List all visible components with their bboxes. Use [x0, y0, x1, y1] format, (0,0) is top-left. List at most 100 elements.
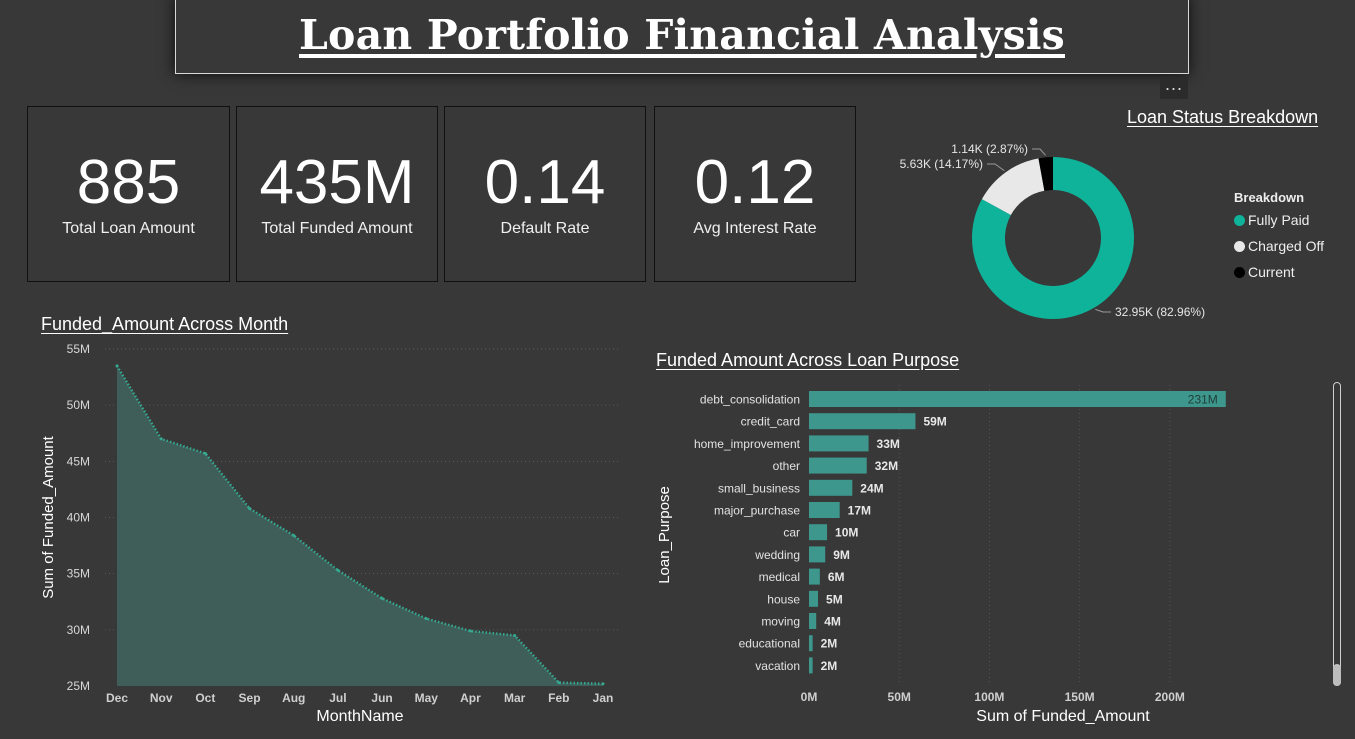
y-tick-label: 25M	[67, 679, 90, 693]
monthly-funded-area-chart: 25M 30M 35M 40M 45M 50M 55M Dec Nov Oct Sep Aug Jul J…	[40, 342, 619, 725]
bar-data-label: 17M	[848, 504, 871, 518]
dashboard-title-box: Loan Portfolio Financial Analysis	[175, 0, 1189, 74]
bar-chart-scroll-thumb[interactable]	[1333, 664, 1341, 686]
y-tick-label: credit_card	[741, 415, 800, 429]
kpi-value: 435M	[259, 148, 415, 217]
data-point[interactable]	[557, 681, 561, 685]
loan-status-donut-chart: 32.95K (82.96%) 5.63K (14.17%)1.14K (2.87…	[900, 142, 1205, 319]
kpi-value: 0.12	[694, 148, 816, 217]
bar-data-label: 33M	[877, 437, 900, 451]
data-point[interactable]	[248, 507, 252, 511]
legend-dot-icon	[1234, 266, 1245, 278]
y-tick-label: 50M	[67, 398, 90, 412]
x-axis-title: Sum of Funded_Amount	[976, 708, 1150, 725]
y-tick-label: wedding	[754, 548, 800, 562]
legend-dot-icon	[1234, 214, 1245, 226]
data-point[interactable]	[380, 596, 384, 600]
data-point[interactable]	[424, 617, 428, 621]
legend-label: Charged Off	[1248, 238, 1325, 254]
x-tick-label: Oct	[195, 691, 215, 705]
y-tick-label: medical	[759, 570, 800, 584]
bar[interactable]	[809, 435, 869, 452]
data-point[interactable]	[513, 633, 517, 637]
x-tick-label: Jul	[329, 691, 346, 705]
x-tick-label: Mar	[504, 691, 526, 705]
data-point[interactable]	[601, 682, 605, 686]
kpi-card-total-loan-amount: 885 Total Loan Amount	[27, 106, 230, 282]
x-tick-label: May	[415, 691, 439, 705]
bar[interactable]	[809, 590, 819, 607]
kpi-card-avg-interest-rate: 0.12 Avg Interest Rate	[654, 106, 856, 282]
kpi-label: Default Rate	[500, 220, 590, 237]
bar[interactable]	[809, 546, 826, 563]
x-tick-label: 50M	[888, 690, 911, 704]
bar[interactable]	[809, 413, 916, 430]
data-point[interactable]	[468, 629, 472, 633]
legend-label: Fully Paid	[1248, 212, 1310, 228]
legend-item-current[interactable]: Current	[1234, 264, 1295, 280]
bar-data-label: 5M	[826, 592, 843, 606]
data-point[interactable]	[203, 451, 207, 455]
y-tick-label: house	[767, 592, 800, 606]
x-tick-label: 100M	[974, 690, 1004, 704]
kpi-label: Total Funded Amount	[261, 220, 413, 237]
data-point[interactable]	[336, 568, 340, 572]
monthly-funded-chart-title: Funded_Amount Across Month	[41, 314, 289, 334]
y-tick-label: moving	[761, 615, 800, 629]
bar[interactable]	[809, 568, 820, 585]
data-point[interactable]	[292, 533, 296, 537]
data-point[interactable]	[159, 437, 163, 441]
y-tick-label: car	[783, 526, 800, 540]
bar-data-label: 2M	[821, 659, 838, 673]
y-tick-label: small_business	[718, 481, 800, 495]
kpi-value: 0.14	[484, 148, 606, 217]
bar[interactable]	[809, 479, 853, 496]
legend-title: Breakdown	[1234, 190, 1305, 205]
x-tick-label: Apr	[460, 691, 481, 705]
bar-data-label: 59M	[923, 415, 946, 429]
x-tick-label: Jan	[593, 691, 614, 705]
legend-item-fully-paid[interactable]: Fully Paid	[1234, 212, 1309, 228]
bar-chart-scrollbar[interactable]	[1333, 382, 1341, 686]
legend-item-charged-off[interactable]: Charged Off	[1234, 238, 1324, 254]
kpi-label: Total Loan Amount	[62, 220, 195, 237]
kpi-card-total-funded-amount: 435M Total Funded Amount	[236, 106, 438, 282]
loan-purpose-chart-title: Funded Amount Across Loan Purpose	[656, 350, 960, 370]
bar[interactable]	[809, 391, 1226, 407]
x-tick-label: Nov	[150, 691, 173, 705]
loan-purpose-bar-chart: 0M 50M 100M 150M 200M debt_consolidation 231M c…	[656, 385, 1226, 725]
bar-data-label: 24M	[860, 481, 883, 495]
y-tick-label: 40M	[67, 511, 90, 525]
bar-data-label: 6M	[828, 570, 845, 584]
y-tick-label: home_improvement	[694, 437, 801, 451]
bar[interactable]	[809, 502, 840, 518]
more-options-icon[interactable]: ...	[1160, 75, 1188, 99]
bar[interactable]	[809, 524, 828, 541]
bar[interactable]	[809, 613, 817, 629]
y-tick-label: 30M	[67, 623, 90, 637]
y-tick-label: 45M	[67, 454, 90, 468]
bar-data-label: 231M	[1188, 393, 1218, 407]
x-tick-label: Jun	[371, 691, 392, 705]
kpi-value: 885	[76, 148, 181, 217]
bar-data-label: 10M	[835, 526, 858, 540]
data-point[interactable]	[115, 364, 119, 368]
bar[interactable]	[809, 457, 867, 474]
donut-slice-current[interactable]	[1038, 157, 1053, 191]
x-tick-label: 200M	[1155, 690, 1185, 704]
y-tick-label: vacation	[755, 659, 800, 673]
x-tick-label: Aug	[282, 691, 305, 705]
kpi-card-default-rate: 0.14 Default Rate	[444, 106, 646, 282]
x-tick-label: Sep	[239, 691, 261, 705]
donut-data-label: 5.63K (14.17%)	[900, 157, 983, 171]
donut-leader-line	[1032, 148, 1046, 156]
donut-data-label: 1.14K (2.87%)	[951, 142, 1028, 156]
donut-leader-line	[1095, 308, 1111, 313]
donut-slice-charged-off[interactable]	[981, 158, 1045, 215]
bar[interactable]	[809, 657, 813, 674]
kpi-label: Avg Interest Rate	[693, 220, 817, 237]
bar[interactable]	[809, 635, 813, 652]
y-tick-label: educational	[739, 637, 800, 651]
y-tick-label: other	[773, 459, 800, 473]
donut-slice-fully-paid[interactable]	[972, 157, 1134, 319]
